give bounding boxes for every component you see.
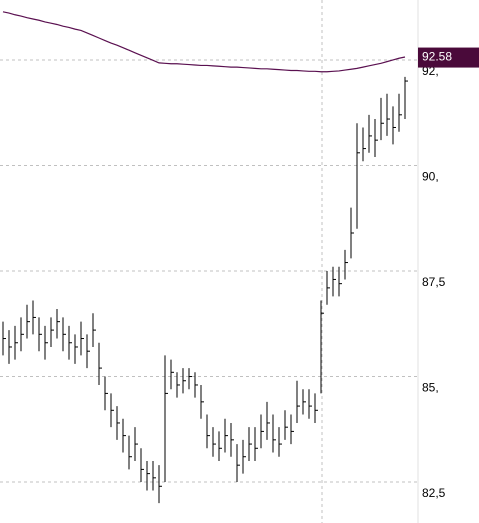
last-price-label: 92.58 [422, 50, 452, 64]
moving-average-line [2, 11, 406, 73]
y-tick-label: 85, [422, 381, 439, 395]
y-tick-label: 87,5 [422, 275, 446, 289]
y-tick-label: 82,5 [422, 486, 446, 500]
y-tick-label: 92, [422, 64, 439, 78]
last-price-tag [418, 47, 479, 68]
y-tick-label: 90, [422, 170, 439, 184]
